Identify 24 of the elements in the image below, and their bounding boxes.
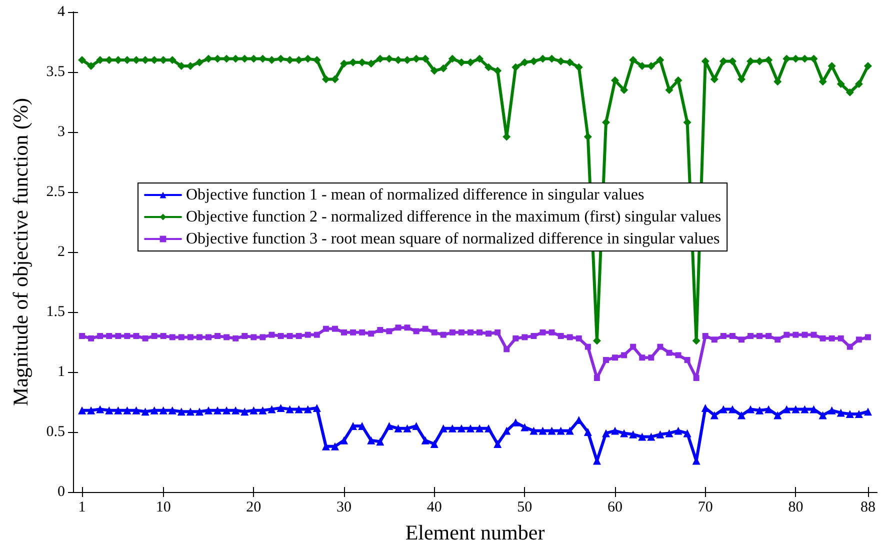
x-tick-label: 80	[788, 500, 804, 516]
y-tick-label: 2	[58, 244, 65, 260]
x-tick-label: 30	[336, 500, 352, 516]
x-tick-label: 50	[517, 500, 532, 516]
y-tick-label: 1	[58, 364, 65, 380]
legend-label: Objective function 2 - normalized difference in the maximum (first) singular values	[186, 208, 722, 226]
y-tick-label: 4	[58, 4, 66, 20]
y-tick-label: 2.5	[46, 184, 65, 200]
x-tick-label: 10	[156, 500, 171, 516]
y-tick-label: 3	[58, 124, 65, 140]
x-tick-label: 88	[860, 500, 876, 516]
x-tick-label: 70	[698, 500, 713, 516]
legend-label: Objective function 3 - root mean square of normalized difference in singular values	[186, 230, 720, 248]
y-tick-label: 0	[58, 484, 65, 500]
x-tick-label: 20	[246, 500, 262, 516]
x-tick-label: 1	[78, 500, 86, 516]
y-tick-label: 1.5	[46, 304, 65, 320]
x-tick-label: 60	[608, 500, 623, 516]
x-tick-label: 40	[426, 500, 442, 516]
y-tick-label: 0.5	[46, 424, 65, 440]
x-axis-title: Element number	[405, 520, 545, 544]
legend-label: Objective function 1 - mean of normalized difference in singular values	[186, 186, 644, 204]
y-axis-title: Magnitude of objective function (%)	[8, 98, 32, 406]
y-tick-label: 3.5	[46, 64, 65, 80]
